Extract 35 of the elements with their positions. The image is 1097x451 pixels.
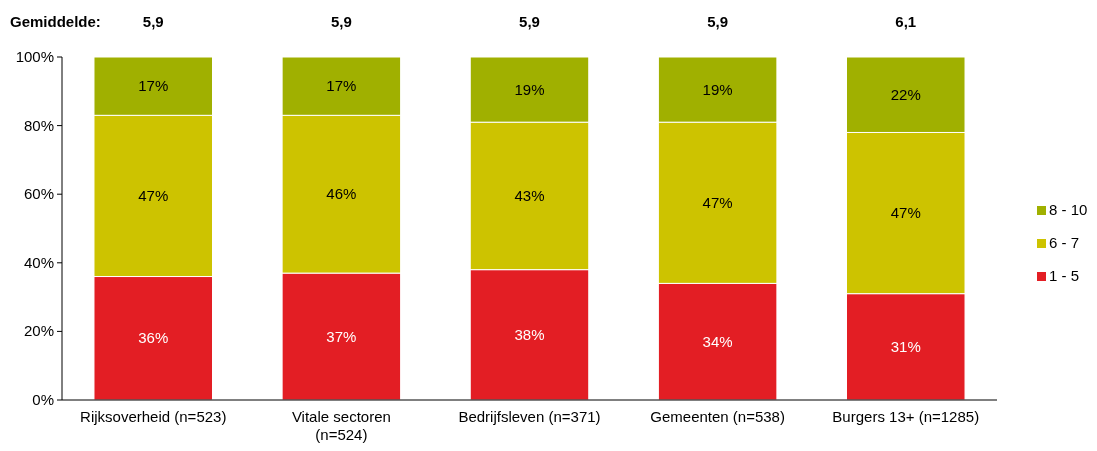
data-label: 46% <box>326 185 357 203</box>
data-label: 19% <box>702 80 733 98</box>
x-tick-label: Bedrijfsleven (n=371) <box>458 408 601 425</box>
data-label: 43% <box>514 186 545 204</box>
legend-label: 6 - 7 <box>1049 234 1080 251</box>
x-tick-label: Burgers 13+ (n=1285) <box>832 408 980 425</box>
data-label: 47% <box>890 204 921 222</box>
data-label: 47% <box>702 193 733 211</box>
data-label: 37% <box>326 327 357 345</box>
data-label: 31% <box>890 337 921 355</box>
text: Gemiddelde: <box>10 13 101 30</box>
data-label: 38% <box>514 325 545 343</box>
data-label: 17% <box>326 77 357 95</box>
x-tick-label: Gemeenten (n=538) <box>650 408 785 425</box>
legend-label: 8 - 10 <box>1049 201 1088 218</box>
legend-label: 1 - 5 <box>1049 267 1080 284</box>
y-tick-label: 80% <box>23 116 54 134</box>
y-tick-label: 60% <box>23 185 54 203</box>
text: 5,9 <box>142 13 164 30</box>
data-label: 17% <box>138 77 169 95</box>
text: 5,9 <box>707 13 729 30</box>
y-tick-label: 100% <box>15 48 54 65</box>
data-label: 34% <box>702 332 733 350</box>
text: 5,9 <box>519 13 540 30</box>
x-tick-label: Vitale sectoren (n=524) <box>291 408 391 443</box>
data-label: 19% <box>514 80 545 98</box>
y-tick-label: 40% <box>23 253 54 271</box>
data-label: 36% <box>138 329 169 347</box>
text: 6,1 <box>895 13 917 30</box>
text: 5,9 <box>330 13 352 30</box>
y-tick-label: 0% <box>32 391 54 408</box>
data-label: 22% <box>890 85 921 103</box>
y-tick-label: 20% <box>23 322 54 340</box>
data-label: 47% <box>138 186 169 204</box>
x-tick-label: Rijksoverheid (n=523) <box>80 408 227 425</box>
